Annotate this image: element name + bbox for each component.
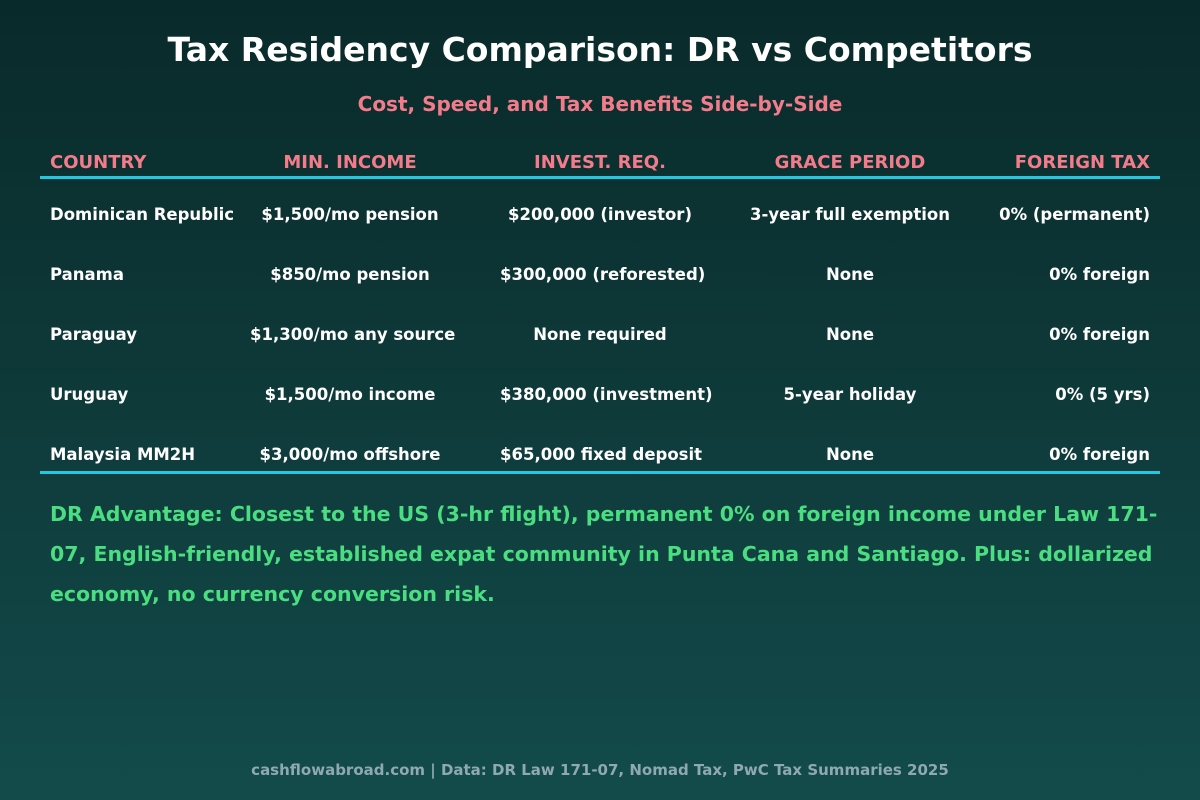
- cell-grace-period: None: [825, 325, 875, 344]
- cell-invest-req: $300,000 (reforested): [500, 265, 706, 284]
- dr-advantage-note: DR Advantage: Closest to the US (3-hr fl…: [50, 502, 1158, 606]
- cell-min-income: $1,300/mo any source: [250, 325, 456, 344]
- comparison-table: COUNTRY MIN. INCOME INVEST. REQ. GRACE P…: [40, 150, 1160, 474]
- table-body: Dominican Republic $1,500/mo pension $20…: [40, 179, 1160, 474]
- cell-foreign-tax: 0% foreign: [1049, 445, 1150, 464]
- cell-foreign-tax: 0% (permanent): [999, 205, 1150, 224]
- column-header-foreign-tax: FOREIGN TAX: [1014, 152, 1150, 173]
- cell-grace-period: None: [825, 445, 875, 464]
- table-row: Malaysia MM2H $3,000/mo offshore $65,000…: [40, 441, 1160, 471]
- cell-min-income: $3,000/mo offshore: [259, 445, 441, 464]
- table-header-row: COUNTRY MIN. INCOME INVEST. REQ. GRACE P…: [40, 150, 1160, 179]
- cell-country: Uruguay: [50, 385, 129, 404]
- source-footer: cashflowabroad.com | Data: DR Law 171-07…: [251, 761, 949, 779]
- cell-grace-period: 5-year holiday: [783, 385, 917, 404]
- cell-foreign-tax: 0% (5 yrs): [1055, 385, 1150, 404]
- cell-invest-req: None required: [533, 325, 667, 344]
- cell-invest-req: $65,000 fixed deposit: [500, 445, 703, 464]
- column-header-min-income: MIN. INCOME: [283, 152, 417, 173]
- cell-min-income: $1,500/mo income: [264, 385, 436, 404]
- cell-foreign-tax: 0% foreign: [1049, 325, 1150, 344]
- cell-country: Panama: [50, 265, 124, 284]
- cell-country: Paraguay: [50, 325, 137, 344]
- column-header-invest-req: INVEST. REQ.: [534, 152, 666, 173]
- table-row: Dominican Republic $1,500/mo pension $20…: [40, 201, 1160, 231]
- cell-foreign-tax: 0% foreign: [1049, 265, 1150, 284]
- cell-country: Malaysia MM2H: [50, 445, 196, 464]
- cell-grace-period: 3-year full exemption: [750, 205, 950, 224]
- table-row: Paraguay $1,300/mo any source None requi…: [40, 321, 1160, 351]
- table-row: Uruguay $1,500/mo income $380,000 (inves…: [40, 381, 1160, 411]
- column-header-grace-period: GRACE PERIOD: [774, 152, 926, 173]
- cell-min-income: $1,500/mo pension: [261, 205, 439, 224]
- page-title: Tax Residency Comparison: DR vs Competit…: [167, 30, 1033, 69]
- table-row: Panama $850/mo pension $300,000 (refores…: [40, 261, 1160, 291]
- column-header-country: COUNTRY: [50, 152, 147, 173]
- page-subtitle: Cost, Speed, and Tax Benefits Side-by-Si…: [357, 92, 843, 116]
- cell-country: Dominican Republic: [50, 205, 235, 224]
- cell-grace-period: None: [825, 265, 875, 284]
- cell-invest-req: $380,000 (investment): [500, 385, 713, 404]
- cell-invest-req: $200,000 (investor): [508, 205, 692, 224]
- cell-min-income: $850/mo pension: [270, 265, 430, 284]
